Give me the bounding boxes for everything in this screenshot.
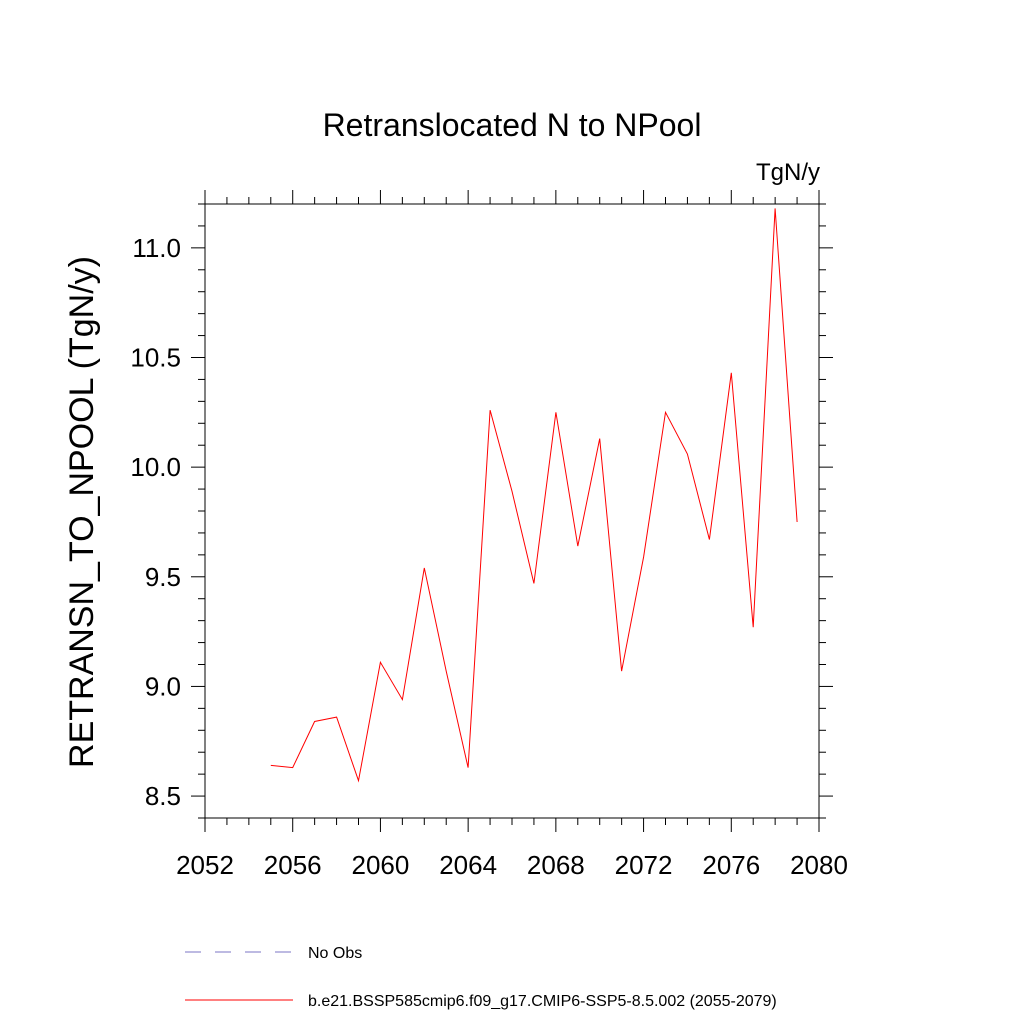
axes: 2052 2056 2060 2064 2068 2072 2076 2080 8.5 9.0 9.…: [130, 190, 848, 880]
series-line: [270, 208, 798, 783]
chart-title: Retranslocated N to NPool: [323, 107, 702, 143]
x-tick-label: 2052: [176, 850, 234, 880]
y-tick-label: 9.5: [145, 562, 181, 592]
y-axis-label: RETRANSN_TO_NPOOL (TgN/y): [63, 256, 101, 768]
y-tick-label: 9.0: [145, 671, 181, 701]
plot-frame: [204, 203, 820, 819]
y-tick-label: 10.5: [130, 343, 181, 373]
y-tick-label: 8.5: [145, 781, 181, 811]
units-label: TgN/y: [756, 159, 820, 186]
x-tick-label: 2072: [615, 850, 673, 880]
x-tick-label: 2064: [439, 850, 497, 880]
x-tick-label: 2080: [790, 850, 848, 880]
legend-label: No Obs: [308, 945, 362, 962]
legend: No Obs b.e21.BSSP585cmip6.f09_g17.CMIP6-S…: [185, 945, 777, 1010]
legend-label: b.e21.BSSP585cmip6.f09_g17.CMIP6-SSP5-8.…: [308, 993, 777, 1010]
x-tick-label: 2056: [264, 850, 322, 880]
y-tick-label: 11.0: [132, 233, 181, 263]
y-tick-label: 10.0: [130, 452, 181, 482]
x-tick-label: 2060: [352, 850, 410, 880]
plot-area: [270, 208, 798, 783]
x-tick-label: 2076: [702, 850, 760, 880]
x-tick-label: 2068: [527, 850, 585, 880]
